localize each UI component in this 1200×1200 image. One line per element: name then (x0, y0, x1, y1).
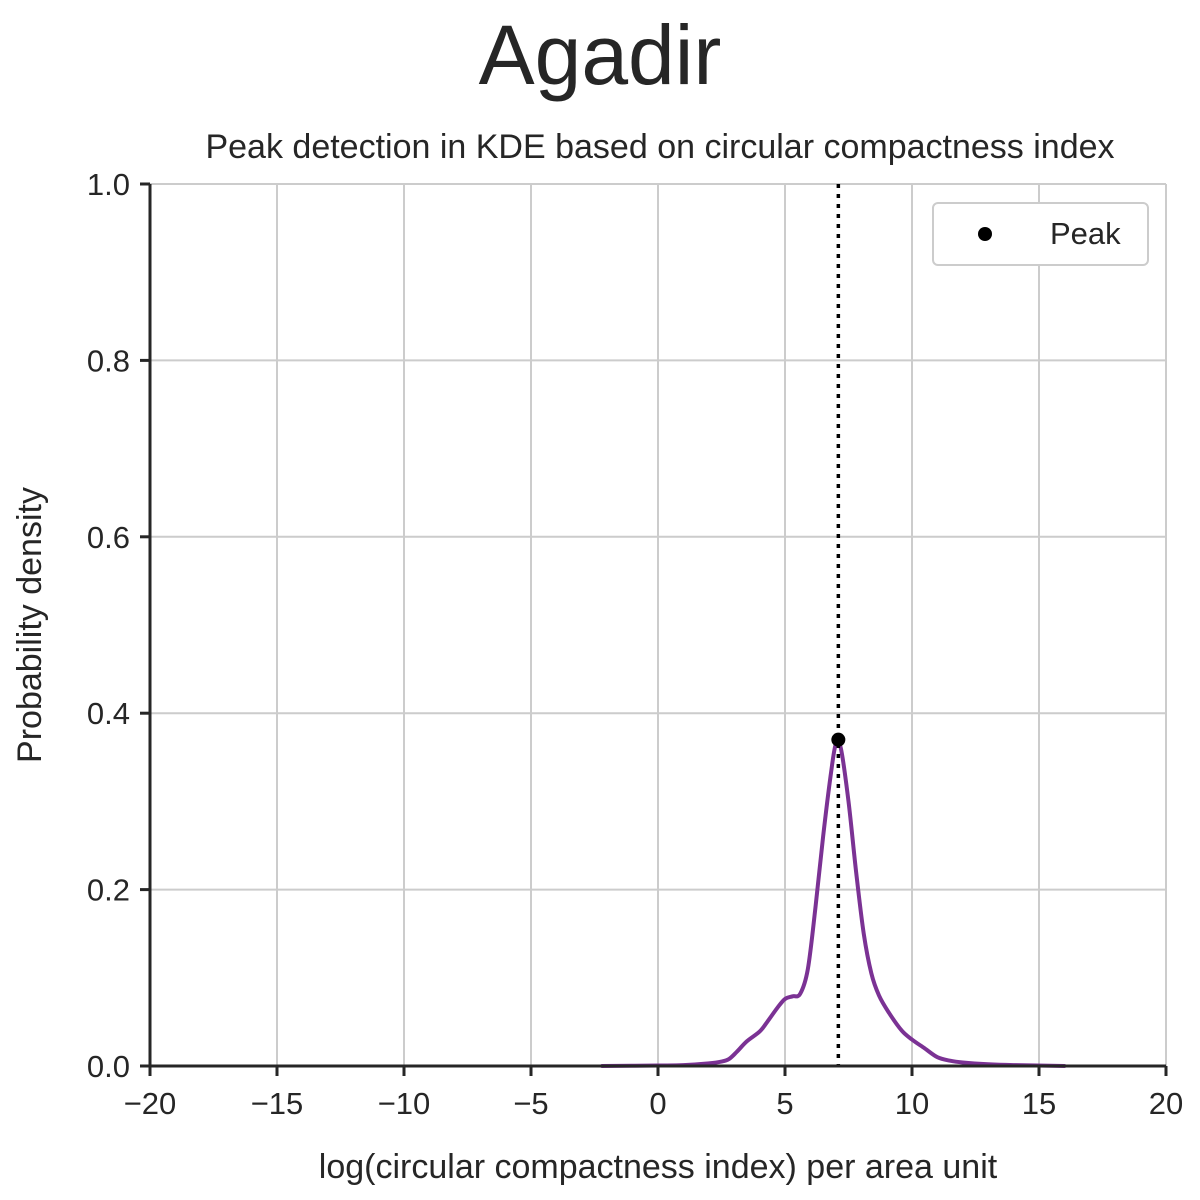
x-tick-label: 5 (776, 1086, 793, 1121)
figure-suptitle: Agadir (479, 8, 722, 102)
x-tick-label: 15 (1022, 1086, 1056, 1121)
legend: Peak (932, 202, 1149, 266)
legend-peak-label: Peak (1050, 216, 1121, 251)
y-axis-label: Probability density (11, 487, 49, 763)
peak-marker (831, 732, 846, 747)
y-tick-label: 0.2 (87, 873, 130, 908)
y-tick-label: 0.8 (87, 343, 130, 378)
chart-title: Peak detection in KDE based on circular … (205, 128, 1114, 166)
x-tick-label: 20 (1149, 1086, 1183, 1121)
x-tick-label: −5 (513, 1086, 548, 1121)
legend-peak-marker (978, 227, 992, 241)
x-tick-label: −15 (251, 1086, 304, 1121)
y-tick-label: 0.6 (87, 520, 130, 555)
y-tick-label: 0.4 (87, 696, 130, 731)
x-tick-label: 10 (895, 1086, 929, 1121)
x-tick-label: 0 (649, 1086, 666, 1121)
x-tick-label: −20 (124, 1086, 177, 1121)
kde-curve (600, 739, 1067, 1068)
x-ticks: −20 −15 −10 −5 0 5 10 15 20 (124, 1066, 1183, 1121)
y-tick-label: 0.0 (87, 1049, 130, 1084)
x-axis-label: log(circular compactness index) per area… (319, 1148, 998, 1186)
x-tick-label: −10 (378, 1086, 431, 1121)
y-tick-label: 1.0 (87, 167, 130, 202)
legend-box (932, 202, 1149, 266)
y-ticks: 0.0 0.2 0.4 0.6 0.8 1.0 (87, 167, 150, 1084)
